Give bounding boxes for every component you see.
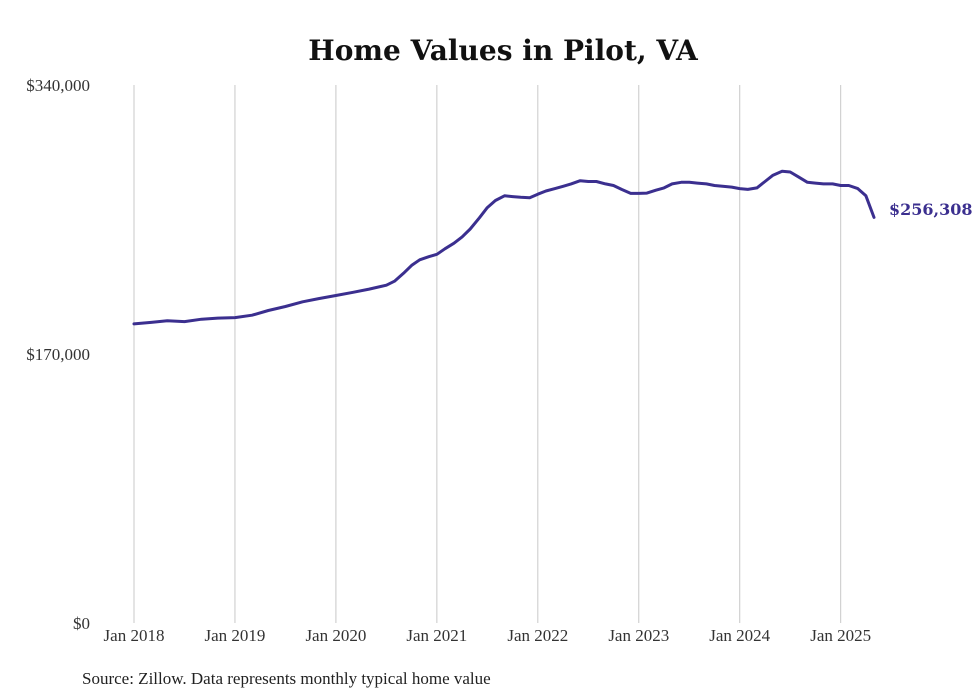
source-note: Source: Zillow. Data represents monthly … [82, 669, 491, 688]
y-axis-tick-labels: $0 $170,000 $340,000 [26, 76, 90, 633]
y-tick-label-2: $340,000 [26, 76, 90, 95]
x-tick-label-3: Jan 2021 [406, 626, 467, 645]
x-tick-label-6: Jan 2024 [709, 626, 770, 645]
x-tick-label-0: Jan 2018 [104, 626, 165, 645]
y-tick-label-1: $170,000 [26, 345, 90, 364]
home-value-line [132, 169, 876, 326]
vertical-gridlines [133, 85, 842, 623]
x-tick-label-1: Jan 2019 [204, 626, 265, 645]
x-tick-label-5: Jan 2023 [608, 626, 669, 645]
chart-title: Home Values in Pilot, VA [308, 34, 699, 67]
x-tick-label-7: Jan 2025 [810, 626, 871, 645]
latest-value-label: $256,308 [889, 200, 973, 219]
x-tick-label-4: Jan 2022 [507, 626, 568, 645]
x-axis-tick-labels: Jan 2018 Jan 2019 Jan 2020 Jan 2021 Jan 2022… [104, 626, 872, 645]
x-tick-label-2: Jan 2020 [305, 626, 366, 645]
y-tick-label-0: $0 [73, 614, 90, 633]
